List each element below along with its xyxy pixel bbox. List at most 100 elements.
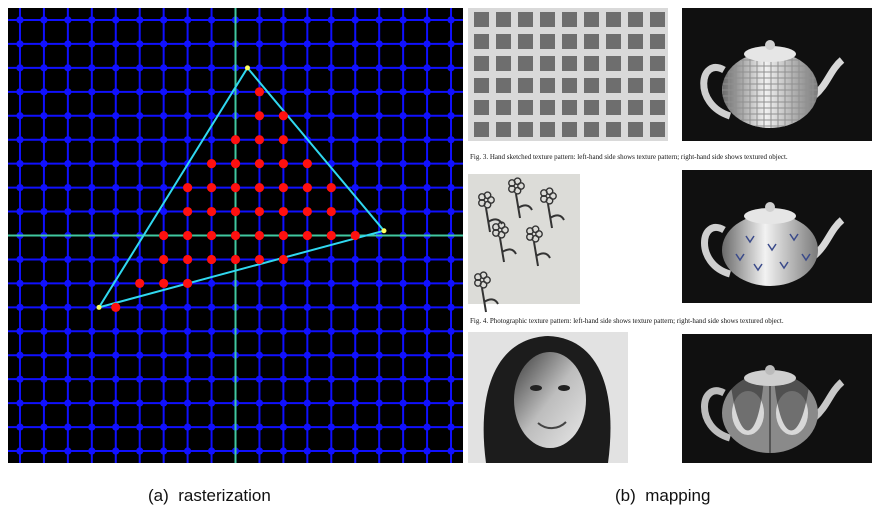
grid-sample [423, 447, 431, 455]
grid-sample [88, 16, 96, 24]
checker-cell [496, 12, 511, 27]
covered-sample [278, 206, 288, 217]
rasterization-panel [8, 8, 463, 463]
flower-stem [547, 203, 553, 229]
grid-sample [399, 207, 407, 216]
grid-sample [64, 303, 72, 311]
grid-sample [16, 327, 24, 335]
checker-cell [474, 34, 489, 49]
grid-sample [447, 327, 455, 335]
grid-sample [112, 375, 120, 383]
grid-sample [351, 88, 359, 96]
covered-sample [278, 183, 288, 193]
grid-sample [136, 375, 144, 383]
covered-samples [111, 87, 360, 312]
grid-sample [40, 303, 48, 311]
checker-cell [518, 34, 533, 49]
checker-cell [628, 78, 643, 93]
checker-cell [562, 100, 577, 115]
grid-sample [64, 327, 72, 335]
checker-cell [628, 12, 643, 27]
covered-sample [230, 159, 241, 169]
checker-cell [562, 34, 577, 49]
covered-sample [302, 230, 312, 241]
grid-sample [136, 64, 144, 72]
grid-sample [351, 207, 359, 216]
grid-sample [279, 16, 287, 24]
grid-sample [303, 88, 311, 96]
grid-sample [399, 375, 407, 383]
grid-sample [184, 327, 192, 335]
checker-cell [584, 122, 599, 137]
teapot-flower-mark [767, 243, 777, 252]
covered-sample [302, 183, 312, 193]
flower-leaf [535, 252, 551, 259]
checker-cell [540, 122, 555, 137]
checker-cell [518, 100, 533, 115]
grid-sample [375, 303, 383, 311]
grid-sample [303, 399, 311, 407]
covered-sample [135, 278, 145, 288]
covered-sample [230, 183, 241, 193]
grid-sample [423, 184, 431, 192]
grid-sample [447, 303, 455, 311]
grid-sample [136, 327, 144, 335]
grid-sample [207, 136, 216, 144]
covered-sample [278, 135, 288, 145]
grid-sample [184, 351, 192, 359]
grid-sample [184, 64, 192, 72]
checker-cell [540, 12, 555, 27]
grid-sample [88, 255, 96, 264]
grid-sample [207, 16, 216, 24]
checker-cell [606, 100, 621, 115]
grid-sample [351, 279, 359, 287]
grid-sample [375, 88, 383, 96]
grid-sample [303, 303, 311, 311]
checker-cell [562, 56, 577, 71]
grid-sample [303, 16, 311, 24]
grid-sample [423, 207, 431, 216]
grid-sample [16, 255, 24, 264]
grid-sample [112, 16, 120, 24]
grid-sample [207, 375, 216, 383]
grid-sample [40, 88, 48, 96]
grid-sample [447, 399, 455, 407]
grid-sample [303, 279, 311, 287]
covered-sample [254, 230, 265, 241]
grid-sample [447, 184, 455, 192]
grid-sample [279, 40, 287, 48]
grid-sample [255, 399, 264, 407]
grid-sample [136, 160, 144, 168]
checker-cell [562, 78, 577, 93]
checker-cell [584, 100, 599, 115]
checker-cell [628, 56, 643, 71]
grid-sample [64, 88, 72, 96]
grid-sample [327, 375, 335, 383]
grid-sample [375, 423, 383, 431]
grid-sample [423, 160, 431, 168]
triangle-vertex [244, 65, 250, 71]
covered-sample [326, 183, 336, 193]
grid-sample [40, 399, 48, 407]
grid-sample [64, 136, 72, 144]
grid-sample [375, 447, 383, 455]
checker-cell [496, 34, 511, 49]
grid-sample [88, 136, 96, 144]
grid-sample [447, 351, 455, 359]
grid-sample [16, 423, 24, 431]
grid-sample [351, 351, 359, 359]
grid-sample [351, 184, 359, 192]
checker-cell [628, 122, 643, 137]
covered-sample [206, 183, 217, 193]
grid-sample [184, 112, 192, 120]
grid-sample [112, 207, 120, 216]
checker-cell [628, 100, 643, 115]
grid-sample [375, 112, 383, 120]
grid-sample [351, 136, 359, 144]
grid-sample [64, 447, 72, 455]
grid-sample [375, 279, 383, 287]
checker-cell [518, 12, 533, 27]
checker-cell [540, 56, 555, 71]
grid-sample [40, 112, 48, 120]
grid-sample [399, 351, 407, 359]
